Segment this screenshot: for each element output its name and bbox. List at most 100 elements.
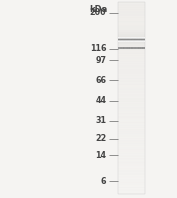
Bar bbox=[118, 158, 145, 159]
Bar bbox=[130, 39, 131, 40]
Bar bbox=[140, 39, 141, 40]
Bar bbox=[118, 134, 145, 135]
Bar bbox=[118, 73, 145, 74]
Bar bbox=[118, 192, 145, 193]
Bar bbox=[131, 47, 132, 49]
Bar bbox=[118, 155, 145, 156]
Bar bbox=[133, 47, 134, 49]
Bar bbox=[118, 68, 145, 69]
Bar bbox=[120, 40, 121, 41]
Bar bbox=[129, 40, 130, 41]
Bar bbox=[131, 40, 132, 41]
Bar bbox=[122, 41, 123, 42]
Bar bbox=[118, 109, 145, 110]
Bar bbox=[126, 41, 127, 42]
Bar bbox=[118, 97, 145, 98]
Bar bbox=[120, 47, 121, 49]
Bar bbox=[138, 41, 139, 42]
Bar bbox=[118, 181, 145, 182]
Bar bbox=[137, 47, 138, 49]
Bar bbox=[118, 63, 145, 64]
Bar bbox=[118, 127, 145, 128]
Bar bbox=[126, 40, 127, 41]
Bar bbox=[118, 37, 145, 38]
Bar bbox=[118, 77, 145, 78]
Bar bbox=[118, 166, 145, 167]
Bar bbox=[118, 35, 145, 36]
Bar bbox=[129, 41, 130, 42]
Bar bbox=[118, 94, 145, 95]
Bar bbox=[118, 95, 145, 96]
Bar bbox=[144, 40, 145, 41]
Bar bbox=[143, 40, 144, 41]
Bar bbox=[142, 37, 143, 38]
Bar bbox=[118, 3, 145, 4]
Bar bbox=[118, 112, 145, 113]
Bar bbox=[118, 144, 145, 145]
Bar bbox=[118, 16, 145, 17]
Bar bbox=[118, 41, 145, 42]
Bar bbox=[141, 40, 142, 41]
Bar bbox=[118, 40, 119, 41]
Text: 116: 116 bbox=[90, 44, 106, 53]
Bar bbox=[142, 47, 143, 49]
Bar bbox=[118, 79, 145, 80]
Bar bbox=[118, 176, 145, 177]
Bar bbox=[118, 40, 145, 41]
Bar bbox=[125, 38, 126, 39]
Bar bbox=[118, 104, 145, 105]
Bar bbox=[143, 47, 144, 49]
Bar bbox=[139, 41, 140, 42]
Bar bbox=[128, 47, 129, 49]
Bar bbox=[118, 80, 145, 81]
Bar bbox=[118, 150, 145, 151]
Bar bbox=[118, 74, 145, 75]
Bar bbox=[118, 47, 119, 49]
Bar bbox=[118, 78, 145, 79]
Bar bbox=[141, 47, 142, 49]
Bar bbox=[143, 38, 144, 39]
Bar bbox=[118, 117, 145, 118]
Bar bbox=[141, 41, 142, 42]
Bar bbox=[118, 185, 145, 186]
Bar bbox=[118, 137, 145, 138]
Bar bbox=[118, 6, 145, 7]
Bar bbox=[118, 93, 145, 94]
Bar bbox=[137, 39, 138, 40]
Bar bbox=[118, 161, 145, 162]
Bar bbox=[118, 75, 145, 76]
Bar bbox=[118, 43, 145, 44]
Bar bbox=[144, 39, 145, 40]
Bar bbox=[134, 47, 135, 49]
Bar bbox=[139, 37, 140, 38]
Bar bbox=[118, 179, 145, 180]
Bar bbox=[118, 98, 145, 99]
Bar bbox=[118, 118, 145, 119]
Bar bbox=[118, 38, 119, 39]
Bar bbox=[134, 40, 135, 41]
Bar bbox=[118, 50, 145, 51]
Bar bbox=[118, 129, 145, 130]
Bar bbox=[118, 66, 145, 67]
Bar bbox=[121, 39, 122, 40]
Text: 66: 66 bbox=[95, 76, 106, 85]
Bar bbox=[143, 41, 144, 42]
Bar bbox=[118, 119, 145, 120]
Bar bbox=[118, 42, 145, 43]
Text: 97: 97 bbox=[95, 56, 106, 65]
Bar bbox=[141, 39, 142, 40]
Bar bbox=[118, 36, 145, 37]
Bar bbox=[118, 37, 145, 38]
Bar bbox=[118, 57, 145, 58]
Bar bbox=[143, 39, 144, 40]
Bar bbox=[118, 160, 145, 161]
Bar bbox=[123, 39, 124, 40]
Bar bbox=[132, 37, 133, 38]
Bar bbox=[118, 56, 145, 57]
Bar bbox=[118, 96, 145, 97]
Bar bbox=[122, 40, 123, 41]
Bar bbox=[119, 47, 120, 49]
Bar bbox=[118, 55, 145, 56]
Bar bbox=[118, 41, 119, 42]
Bar bbox=[118, 39, 145, 40]
